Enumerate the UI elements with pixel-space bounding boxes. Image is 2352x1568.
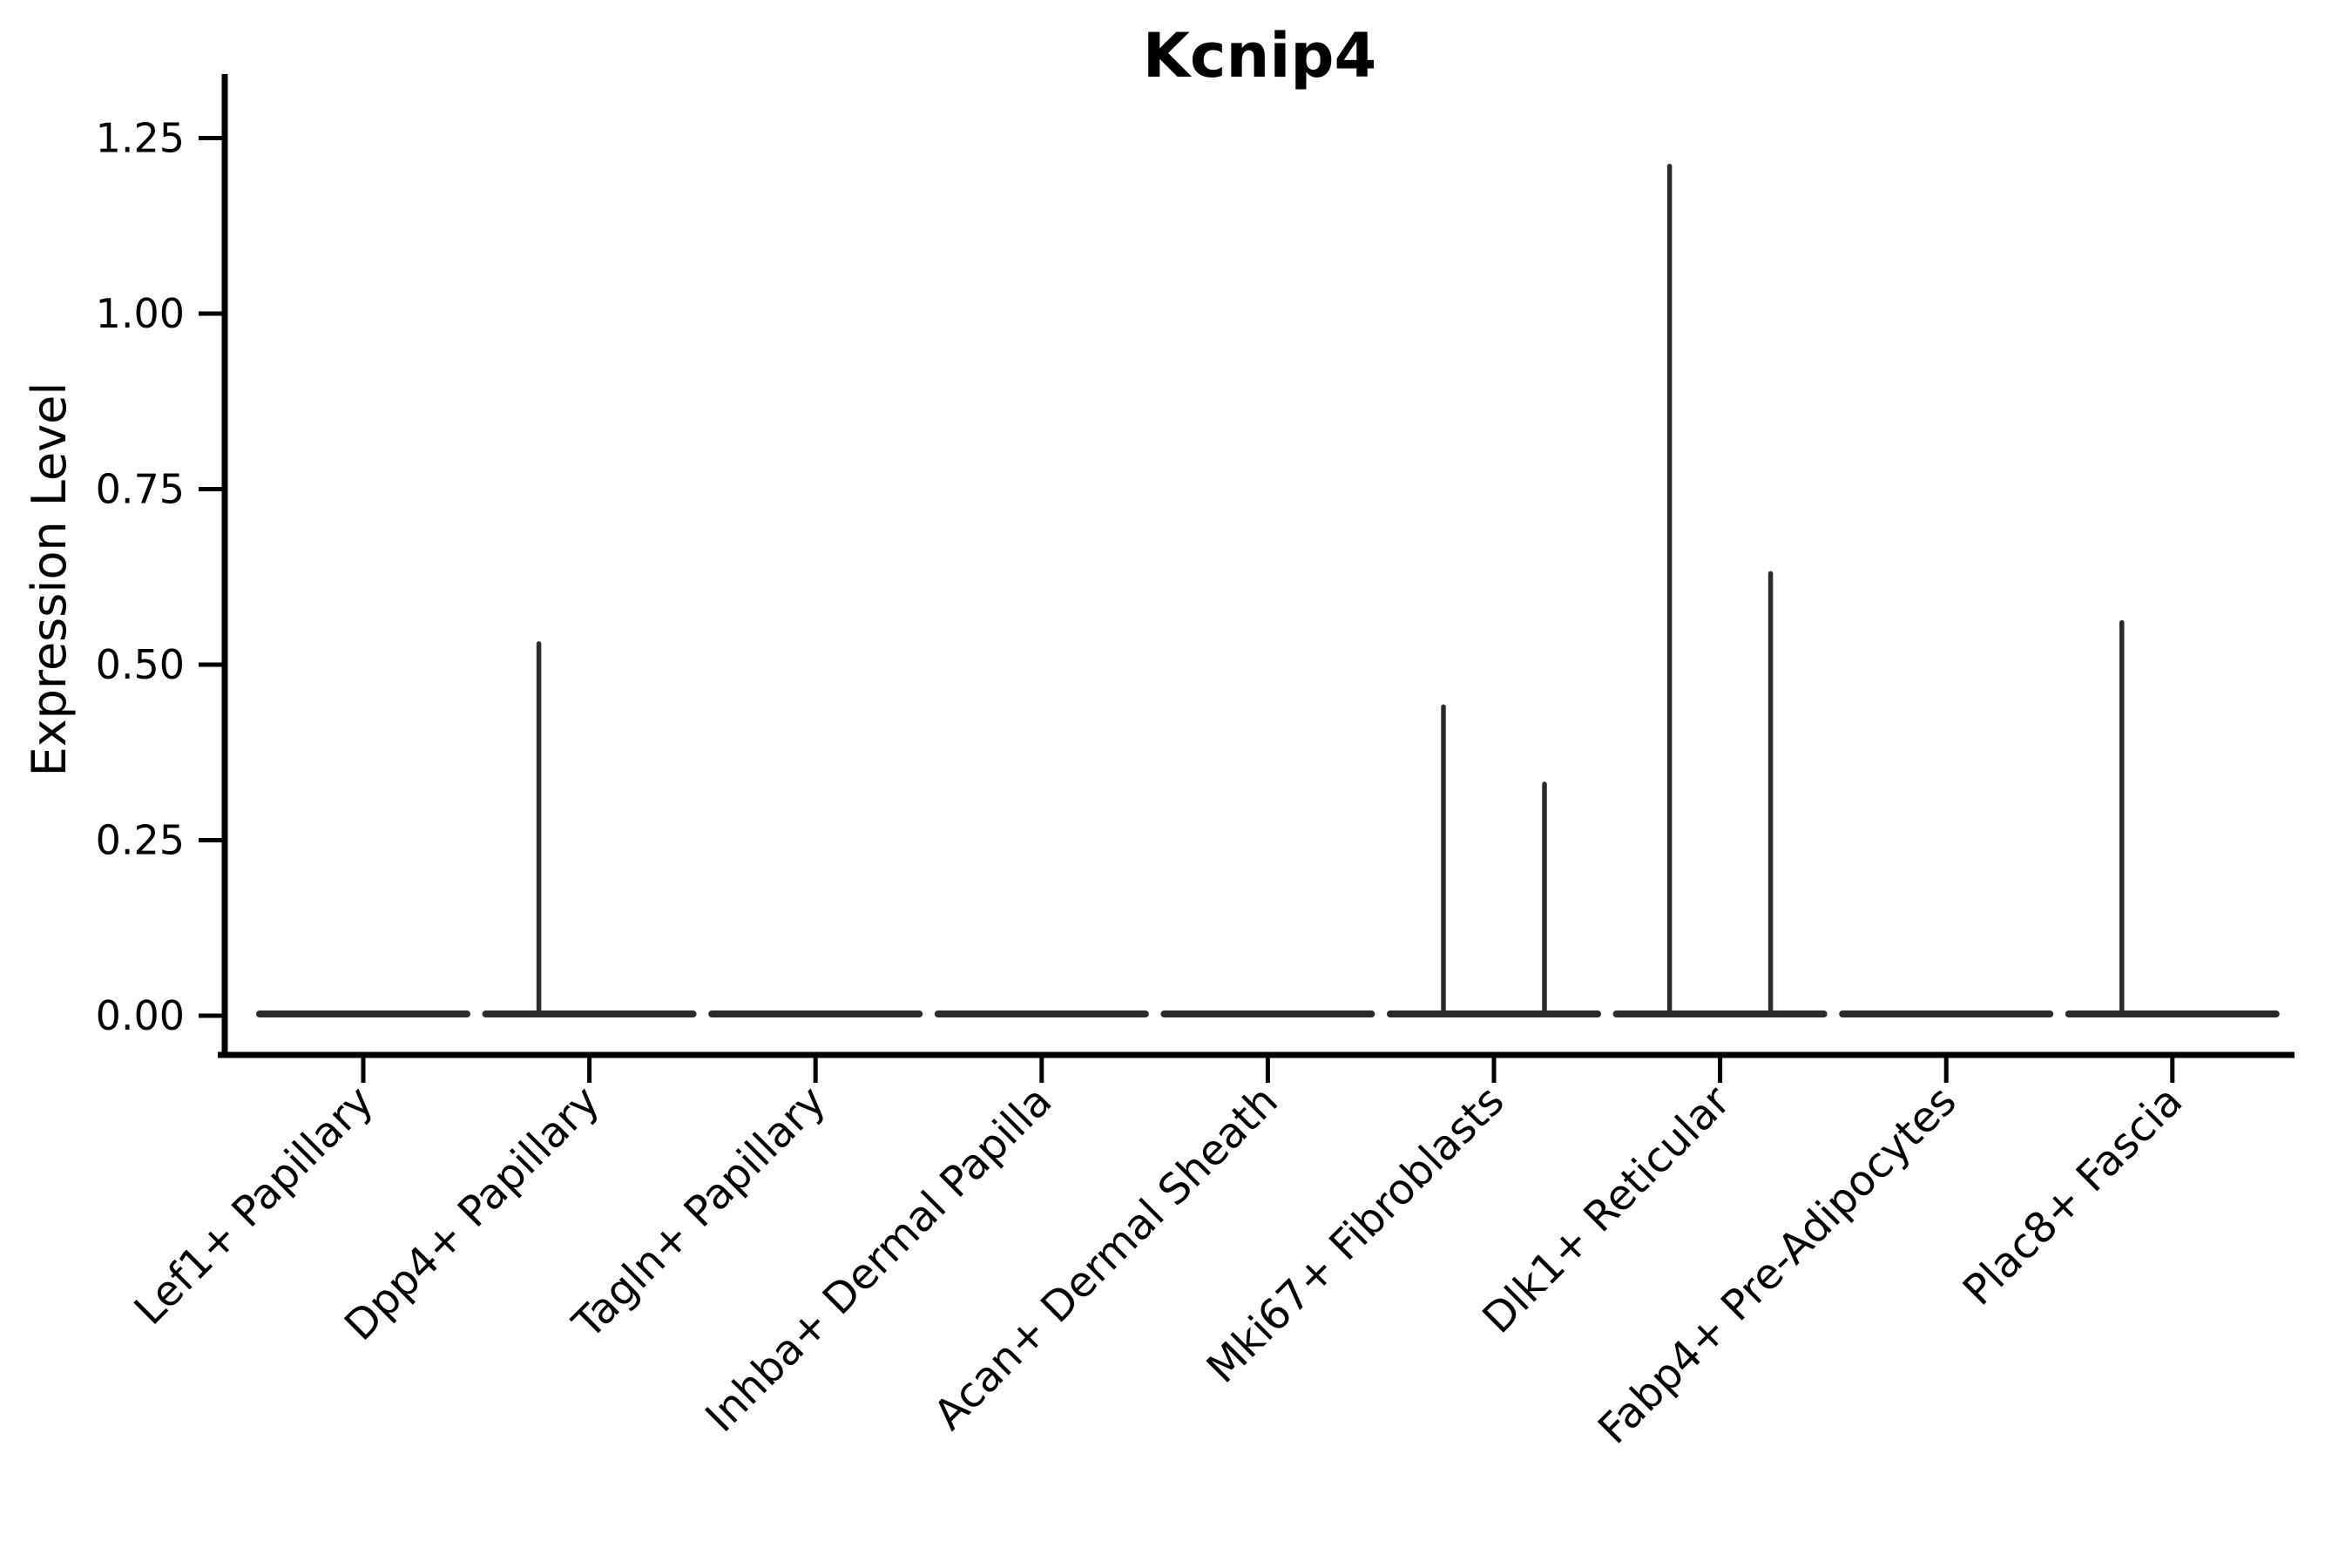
y-axis-label: Expression Level bbox=[22, 382, 77, 777]
y-tick-label: 1.00 bbox=[96, 290, 185, 337]
y-tick-label: 0.00 bbox=[96, 992, 185, 1039]
y-tick-label: 0.50 bbox=[96, 641, 185, 688]
y-tick-label: 0.75 bbox=[96, 466, 185, 513]
plot-area: 0.00 0.25 0.50 0.75 1.00 1.25 Lef1+ Papillary D… bbox=[96, 74, 2295, 1454]
chart-title: Kcnip4 bbox=[1143, 20, 1376, 91]
x-tick-label: Lef1+ Papillary bbox=[125, 1077, 383, 1335]
x-tick-label: Plac8+ Fascia bbox=[1954, 1077, 2193, 1315]
y-tick-label: 0.25 bbox=[96, 817, 185, 864]
x-tick-label: Dlk1+ Reticular bbox=[1473, 1077, 1740, 1343]
x-tick-label: Fabp4+ Pre-Adipocytes bbox=[1589, 1077, 1966, 1454]
y-tick-label: 1.25 bbox=[96, 115, 185, 162]
